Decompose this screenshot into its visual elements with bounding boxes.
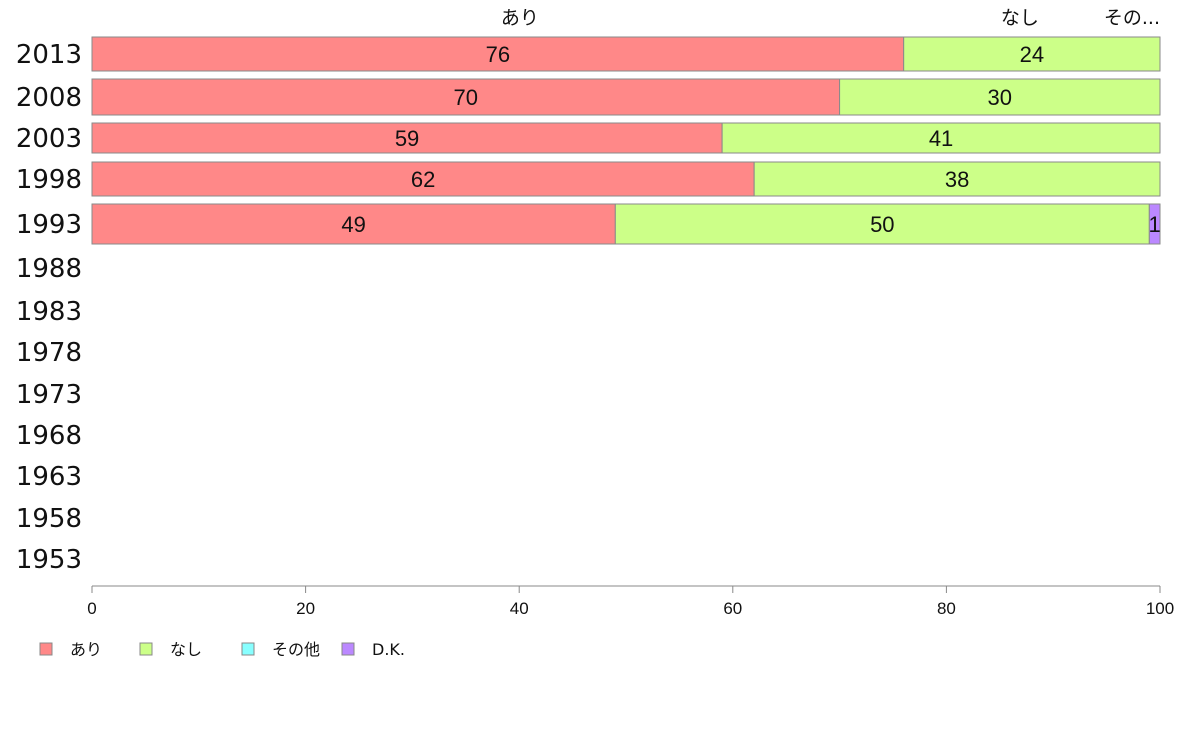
x-tick-label-40: 40 (510, 599, 529, 618)
y-tick-label-1968: 1968 (16, 421, 82, 451)
x-tick-label-80: 80 (937, 599, 956, 618)
data-label-2003-0: 59 (395, 126, 419, 151)
bar-area: 76 24 70 30 59 41 62 38 49 50 1 (91, 36, 1161, 245)
y-tick-label-1993: 1993 (16, 210, 82, 240)
legend: あり なし その他 D.K. (39, 640, 405, 659)
data-label-1993-3: 1 (1149, 212, 1161, 237)
data-label-1993-0: 49 (341, 212, 365, 237)
y-tick-label-1983: 1983 (16, 297, 82, 327)
legend-swatch-2 (241, 642, 255, 656)
bar-segment-1998-1 (753, 161, 1161, 197)
bar-segment-1998-0 (91, 161, 755, 197)
legend-swatch-0 (39, 642, 53, 656)
y-tick-label-1978: 1978 (16, 338, 82, 368)
y-tick-label-1998: 1998 (16, 165, 82, 195)
bar-segment-2003-1 (721, 122, 1161, 154)
x-tick-label-0: 0 (87, 599, 96, 618)
bar-segment-1993-1 (614, 203, 1150, 245)
y-tick-label-1973: 1973 (16, 380, 82, 410)
legend-swatch-1 (139, 642, 153, 656)
data-label-1998-0: 62 (411, 167, 435, 192)
x-axis: 0 20 40 60 80 100 (87, 585, 1174, 618)
bar-segment-2013-0 (91, 36, 905, 72)
data-label-1993-1: 50 (870, 212, 894, 237)
x-tick-label-20: 20 (296, 599, 315, 618)
data-label-2008-0: 70 (454, 85, 478, 110)
top-series-label-0: あり (501, 7, 539, 29)
legend-label-2: その他 (272, 640, 320, 659)
bar-segment-1993-3 (1148, 203, 1161, 245)
top-series-label-2: その... (1104, 7, 1160, 29)
legend-label-0: あり (70, 640, 102, 659)
y-tick-label-1958: 1958 (16, 504, 82, 534)
bar-segment-2008-1 (839, 78, 1161, 116)
top-series-labels: あり なし その... (501, 7, 1160, 29)
y-tick-label-1988: 1988 (16, 254, 82, 284)
bar-segment-1993-0 (91, 203, 616, 245)
bar-segment-2003-0 (91, 122, 723, 154)
x-tick-label-100: 100 (1146, 599, 1174, 618)
x-tick-label-60: 60 (723, 599, 742, 618)
data-label-2013-1: 24 (1020, 42, 1044, 67)
top-series-label-1: なし (1001, 7, 1039, 29)
bar-segment-2008-0 (91, 78, 841, 116)
y-tick-label-1953: 1953 (16, 545, 82, 575)
y-tick-label-2013: 2013 (16, 40, 82, 70)
data-label-2013-0: 76 (486, 42, 510, 67)
y-tick-label-1963: 1963 (16, 462, 82, 492)
data-label-1998-1: 38 (945, 167, 969, 192)
y-tick-label-2008: 2008 (16, 83, 82, 113)
data-label-2008-1: 30 (988, 85, 1012, 110)
legend-label-3: D.K. (372, 640, 405, 659)
data-label-2003-1: 41 (929, 126, 953, 151)
legend-swatch-3 (341, 642, 355, 656)
y-axis-ticks: 2013 2008 2003 1998 1993 1988 1983 1978 1973 1968… (16, 40, 82, 575)
y-tick-label-2003: 2003 (16, 124, 82, 154)
legend-label-1: なし (170, 640, 202, 659)
bar-segment-2013-1 (903, 36, 1161, 72)
